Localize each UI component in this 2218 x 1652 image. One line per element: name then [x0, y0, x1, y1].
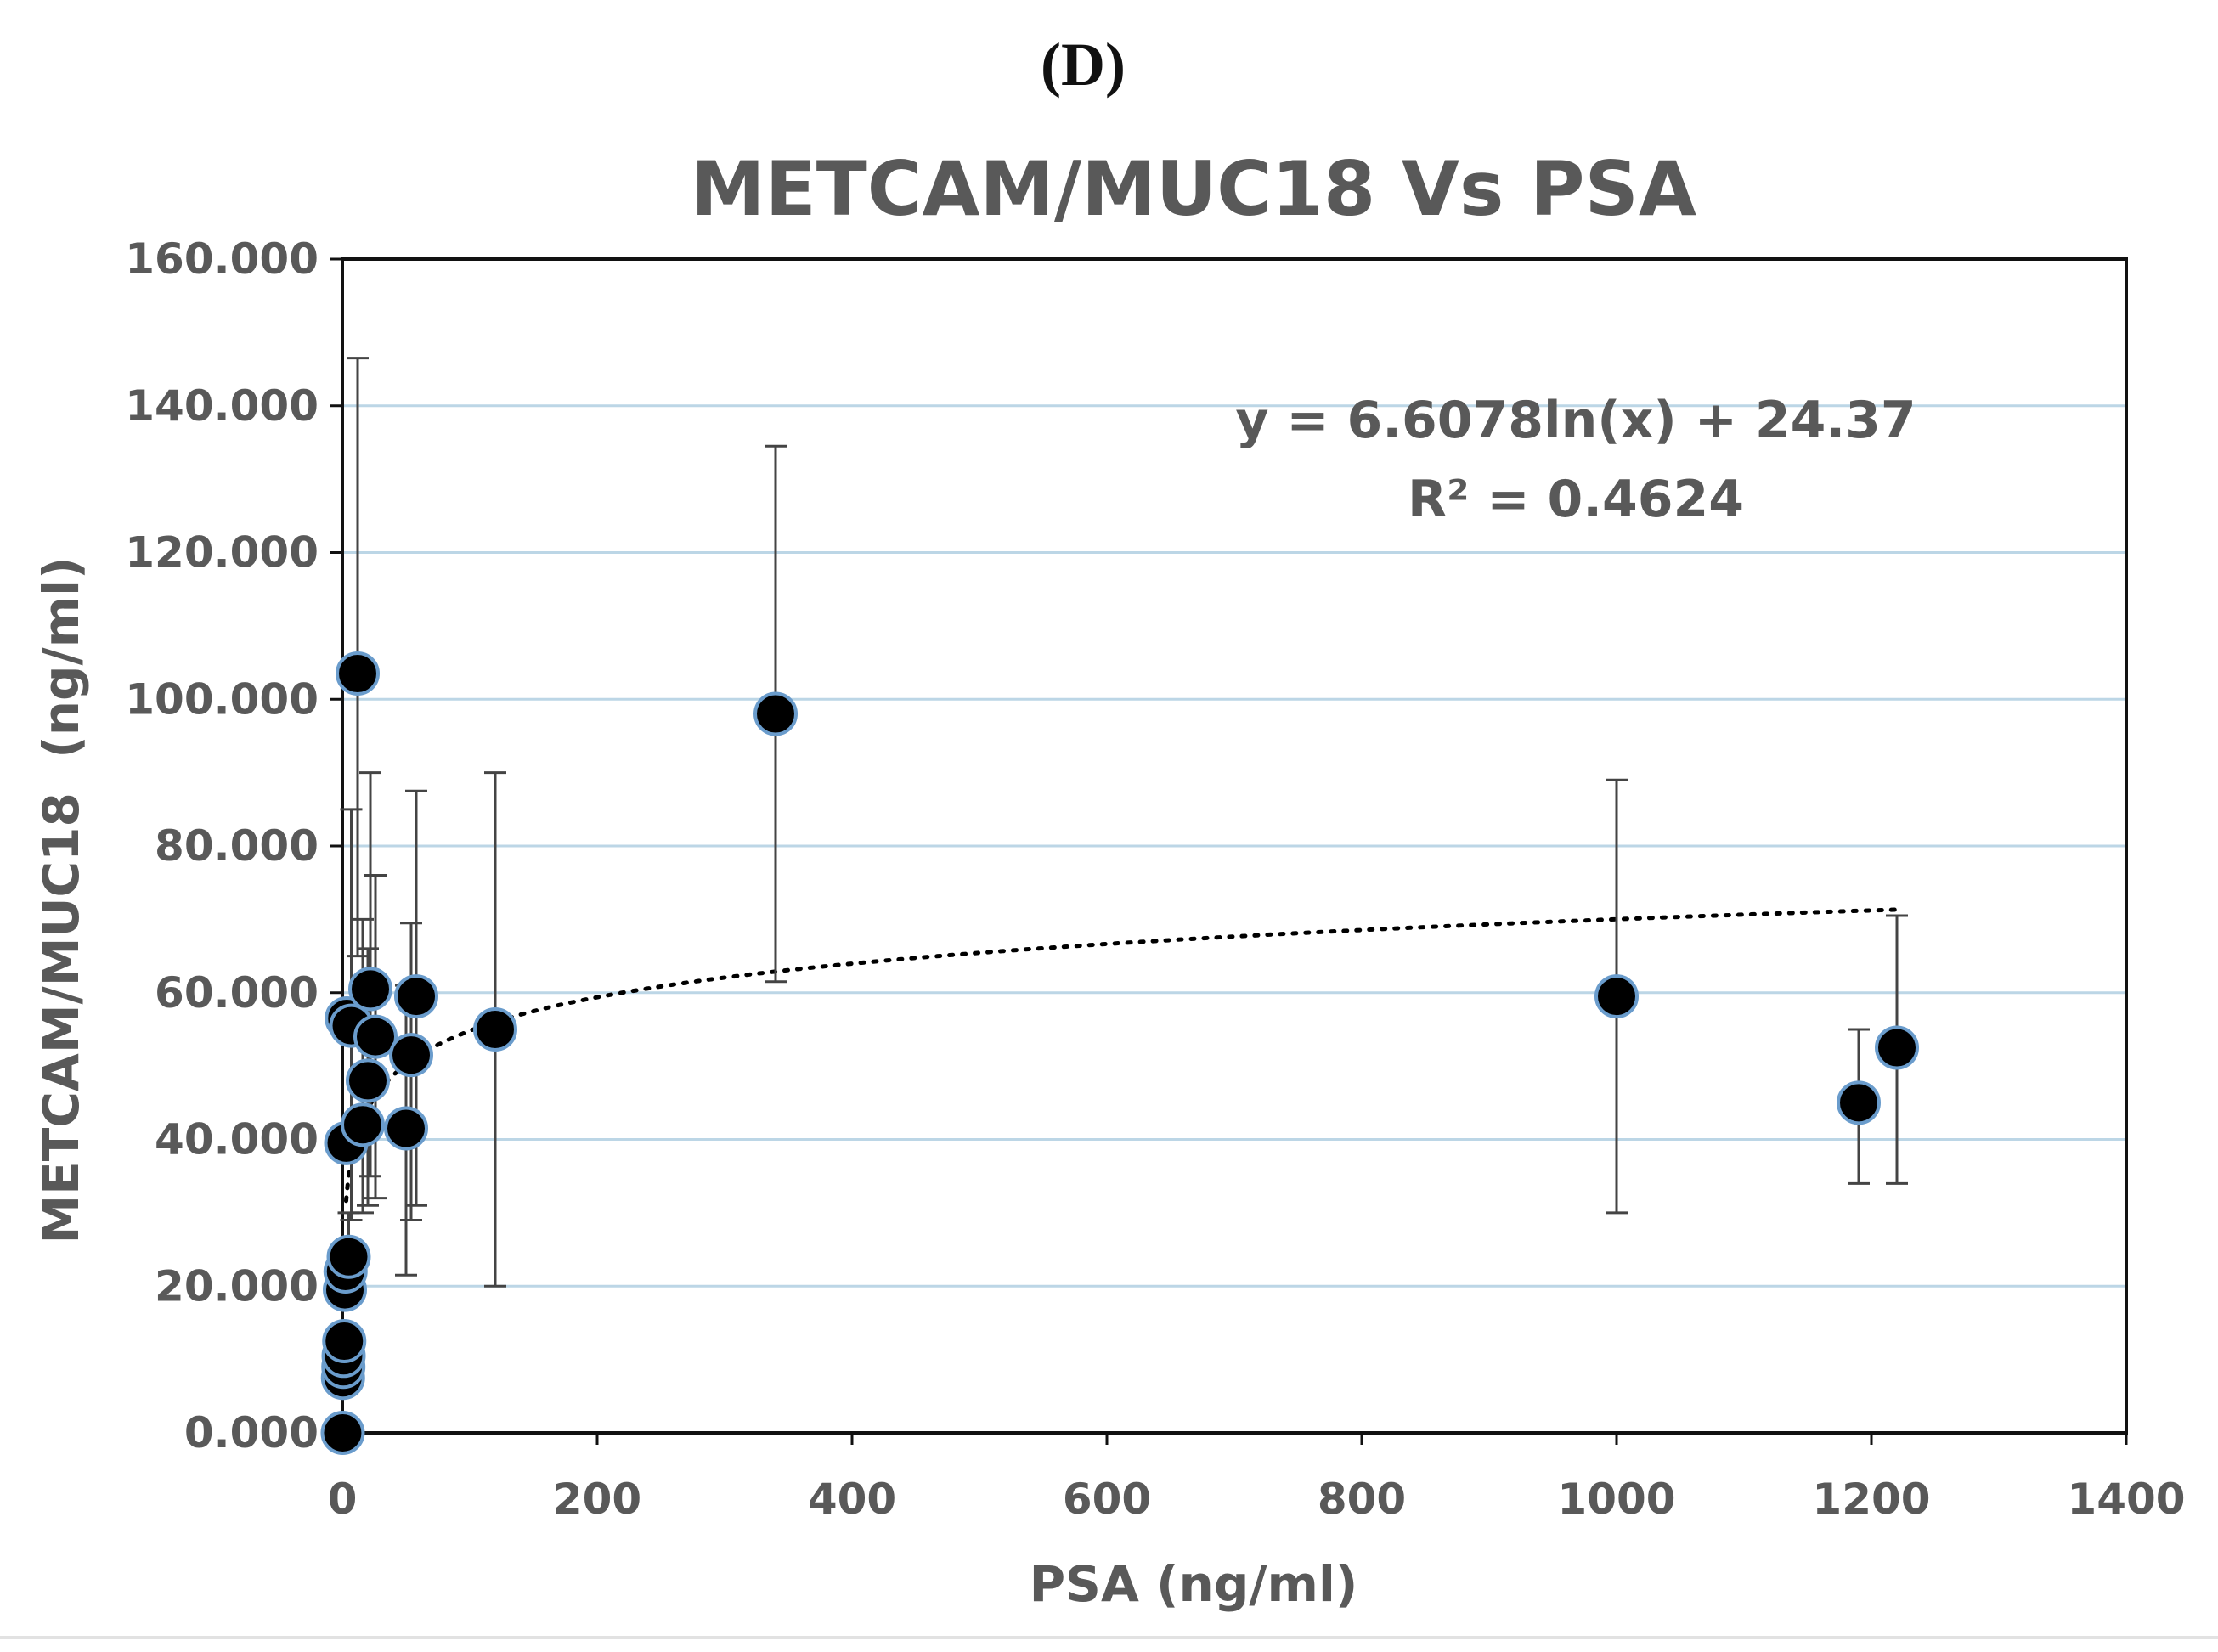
y-tick-label: 20.000 [155, 1261, 319, 1311]
data-point [320, 1411, 365, 1455]
trendline-equation: y = 6.6078ln(x) + 24.37 [1235, 391, 1916, 450]
data-point [341, 1102, 385, 1147]
plot-frame [341, 257, 2128, 1435]
y-tick-label: 160.000 [125, 234, 319, 284]
r-squared-label: R² = 0.4624 [1408, 470, 1744, 529]
x-tick-label: 1000 [1557, 1474, 1675, 1524]
x-tick-label: 0 [328, 1474, 358, 1524]
y-tick-label: 0.000 [184, 1408, 319, 1457]
chart-title: METCAM/MUC18 Vs PSA [691, 145, 1696, 233]
data-point [389, 1033, 433, 1078]
x-tick-label: 1200 [1812, 1474, 1930, 1524]
data-point [322, 1319, 367, 1364]
x-axis-label: PSA (ng/ml) [1030, 1555, 1358, 1613]
x-tick-label: 1400 [2067, 1474, 2185, 1524]
data-point [1594, 974, 1639, 1019]
y-tick-label: 120.000 [125, 528, 319, 578]
data-point [1875, 1025, 1919, 1070]
data-point [348, 967, 392, 1012]
x-tick-label: 600 [1063, 1474, 1151, 1524]
y-tick-label: 140.000 [125, 381, 319, 431]
x-tick-label: 200 [553, 1474, 641, 1524]
panel-label: (D) [1041, 31, 1126, 99]
data-point [353, 1014, 398, 1059]
data-point [753, 691, 798, 736]
y-tick-label: 60.000 [155, 968, 319, 1018]
x-axis-ticks: 0 200 400 600 800 1000 1200 1400 [328, 1433, 2186, 1524]
x-tick-label: 400 [808, 1474, 896, 1524]
y-tick-label: 80.000 [155, 821, 319, 871]
data-point [384, 1106, 428, 1151]
data-point [1837, 1080, 1881, 1125]
y-axis-label: METCAM/MUC18 (ng/ml) [32, 556, 90, 1243]
data-point [346, 1058, 390, 1103]
data-point [394, 974, 438, 1019]
x-tick-label: 800 [1318, 1474, 1406, 1524]
data-point [326, 1234, 371, 1279]
data-point [473, 1006, 517, 1052]
trendline [344, 907, 1899, 1204]
y-axis-ticks: 0.000 20.000 40.000 60.000 80.000 100.000 120.… [125, 234, 342, 1457]
gridlines [342, 404, 2126, 1288]
y-tick-label: 40.000 [155, 1115, 319, 1164]
data-points [320, 651, 1919, 1455]
data-point [336, 651, 380, 696]
y-tick-label: 100.000 [125, 674, 319, 724]
